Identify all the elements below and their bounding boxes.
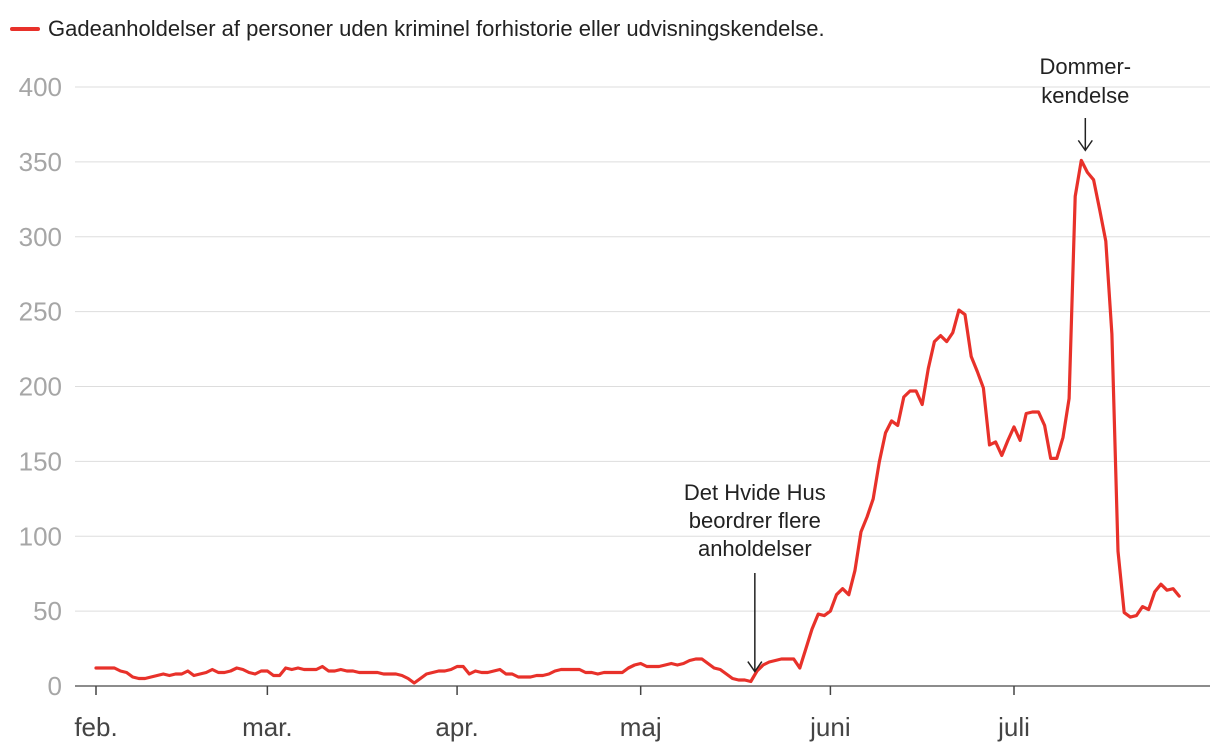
legend-label: Gadeanholdelser af personer uden krimine…: [48, 16, 825, 41]
y-tick-label-50: 50: [33, 596, 62, 626]
x-tick-label-feb.: feb.: [74, 712, 117, 742]
annotation-whitehouse: Det Hvide Hus beordrer flere anholdelser: [684, 480, 826, 673]
legend: Gadeanholdelser af personer uden krimine…: [10, 14, 825, 44]
y-tick-label-100: 100: [19, 521, 62, 551]
annotation-arrow-head: [747, 661, 763, 673]
y-tick-label-0: 0: [48, 671, 62, 701]
annotation-court: Dommer-kendelse: [1039, 54, 1131, 152]
y-tick-label-400: 400: [19, 72, 62, 102]
x-tick-label-juli: juli: [997, 712, 1030, 742]
y-axis: 0 50 100 150 200 250 300 350 400: [19, 72, 62, 701]
x-tick-label-juni: juni: [809, 712, 850, 742]
legend-swatch: [10, 27, 40, 31]
annotation-text-line: Dommer-: [1039, 54, 1131, 79]
x-axis: feb. mar. apr. maj juni juli: [74, 686, 1030, 742]
annotation-text-line: anholdelser: [698, 536, 812, 561]
x-tick-label-mar.: mar.: [242, 712, 293, 742]
x-tick-label-apr.: apr.: [435, 712, 478, 742]
annotation-text-line: Det Hvide Hus: [684, 480, 826, 505]
annotations: Det Hvide Hus beordrer flere anholdelser Do…: [684, 54, 1131, 673]
x-tick-label-maj: maj: [620, 712, 662, 742]
y-tick-label-150: 150: [19, 446, 62, 476]
annotation-text-line: kendelse: [1041, 83, 1129, 108]
y-tick-label-200: 200: [19, 372, 62, 402]
annotation-text-line: beordrer flere: [689, 508, 821, 533]
y-tick-label-300: 300: [19, 222, 62, 252]
annotation-arrow-head: [1077, 139, 1093, 152]
y-tick-label-350: 350: [19, 147, 62, 177]
series-line: [94, 158, 1181, 685]
grid-lines: [75, 86, 1210, 687]
y-tick-label-250: 250: [19, 297, 62, 327]
series-group: [94, 158, 1181, 685]
